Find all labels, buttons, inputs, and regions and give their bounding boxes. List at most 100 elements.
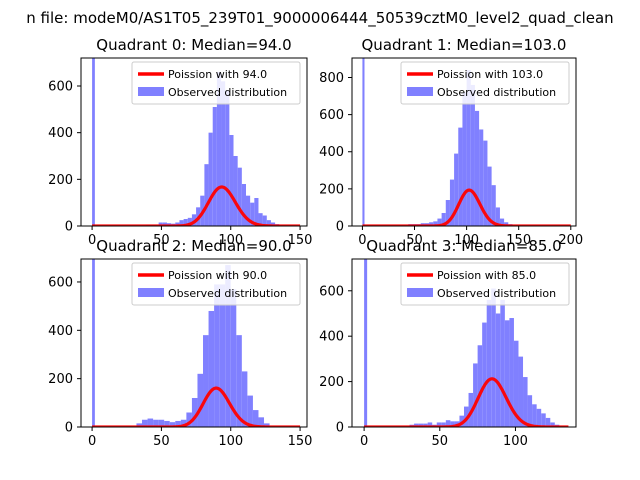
x-tick-label: 150 — [506, 233, 531, 248]
y-tick-label: 400 — [48, 126, 73, 141]
legend-label-observed: Observed distribution — [437, 86, 556, 99]
y-tick-label: 600 — [48, 275, 73, 290]
histogram-bar — [142, 419, 148, 427]
histogram-bar — [470, 84, 475, 226]
y-tick-label: 600 — [319, 284, 344, 299]
legend: Poission with 94.0 Observed distribution — [131, 61, 301, 105]
histogram-bar — [486, 299, 492, 427]
histogram-bar — [208, 310, 215, 427]
x-tick-label: 150 — [288, 233, 313, 248]
histogram-bar — [203, 335, 209, 427]
histogram-bar — [364, 259, 368, 427]
histogram-bar — [254, 198, 259, 226]
y-tick-label: 0 — [336, 421, 344, 436]
histogram-bar — [550, 422, 555, 427]
histogram-bar — [197, 373, 204, 427]
subplot-title: Quadrant 1: Median=103.0 — [362, 36, 567, 54]
x-tick-label: 50 — [153, 434, 170, 449]
histogram-bar — [445, 200, 450, 226]
x-tick-label: 100 — [218, 233, 243, 248]
histogram-bar — [252, 410, 259, 427]
histogram-bar — [433, 221, 438, 226]
histogram-bar — [532, 404, 537, 427]
x-tick-label: 0 — [88, 233, 96, 248]
histogram-bar — [258, 213, 263, 226]
y-tick-label: 400 — [48, 324, 73, 339]
axes-frame — [351, 57, 577, 227]
histogram-bar — [250, 202, 255, 226]
histogram-bar — [247, 395, 253, 427]
legend-label-poisson: Poission with 90.0 — [168, 269, 267, 282]
subplot-3: 0 50 100 0 200 400 600 Poission with 85.0 Observ… — [319, 237, 577, 449]
histogram-bar — [183, 219, 188, 226]
histogram-bar — [487, 166, 492, 226]
histogram-bar — [536, 408, 542, 427]
histogram-bar — [236, 335, 242, 427]
histogram-bar — [429, 222, 434, 226]
histogram-bar — [245, 195, 251, 226]
histogram-bar — [474, 110, 480, 226]
legend-label-poisson: Poission with 94.0 — [168, 68, 267, 81]
histogram-bar — [147, 418, 154, 427]
histogram-bar — [270, 222, 276, 226]
histogram-bar — [225, 90, 230, 226]
histogram-bar — [541, 413, 546, 427]
legend-hist-swatch — [138, 87, 164, 96]
plot-area — [91, 58, 301, 226]
histogram-bar — [136, 423, 143, 427]
histogram-bar — [495, 207, 500, 226]
histogram-bar — [92, 259, 95, 427]
histogram-bar — [179, 220, 184, 226]
histogram-bar — [509, 318, 514, 427]
histogram-bar — [483, 140, 488, 226]
legend: Poission with 103.0 Observed distribution — [400, 61, 570, 105]
histogram-bar — [441, 422, 446, 427]
histogram-bar — [445, 420, 451, 427]
histogram-bar — [204, 164, 209, 226]
histogram-bar — [212, 107, 217, 226]
y-tick-label: 600 — [319, 108, 344, 123]
histogram-bar — [241, 371, 248, 427]
histogram-bar — [495, 313, 501, 427]
legend-box — [131, 262, 301, 306]
histogram-bar — [162, 222, 167, 226]
x-tick-label: 100 — [454, 233, 479, 248]
histogram-bar — [449, 179, 455, 226]
y-tick-label: 200 — [48, 173, 73, 188]
histogram-bar — [441, 213, 446, 226]
y-tick-label: 400 — [319, 145, 344, 160]
histogram-bar — [153, 419, 159, 427]
axes-frame — [351, 258, 577, 428]
histogram-bar — [221, 81, 226, 226]
histogram-bar — [500, 299, 505, 427]
y-tick-label: 200 — [319, 182, 344, 197]
legend-box — [400, 262, 570, 306]
histogram-bar — [504, 320, 510, 427]
x-tick-label: 0 — [360, 434, 368, 449]
subplot-0: 0 50 100 150 0 200 400 600 Poission with 94.0 Obs… — [48, 36, 312, 248]
figure-suptitle: n file: modeM0/AS1T05_239T01_9000006444_… — [26, 9, 613, 28]
y-tick-label: 200 — [319, 375, 344, 390]
histogram-bar — [158, 222, 163, 226]
legend: Poission with 85.0 Observed distribution — [400, 262, 570, 306]
x-tick-label: 150 — [288, 434, 313, 449]
legend: Poission with 90.0 Observed distribution — [131, 262, 301, 306]
histogram-bar — [264, 423, 270, 427]
x-tick-label: 0 — [358, 233, 366, 248]
histogram-bar — [158, 419, 165, 427]
legend-label-poisson: Poission with 103.0 — [437, 68, 543, 81]
x-tick-label: 50 — [153, 233, 170, 248]
subplot-1: 0 50 100 150 200 0 200 400 600 800 Poission with 1… — [319, 36, 583, 248]
poisson-line — [361, 188, 572, 226]
histogram-bar — [523, 377, 528, 427]
histogram-bar — [518, 356, 524, 427]
x-tick-label: 50 — [406, 233, 423, 248]
histogram-bar — [418, 423, 424, 427]
histogram-bar — [499, 218, 505, 226]
subplot-title: Quadrant 2: Median=90.0 — [96, 237, 291, 255]
plot-area — [361, 58, 572, 226]
histogram-bar — [219, 284, 226, 427]
x-tick-label: 0 — [88, 434, 96, 449]
histogram-bar — [214, 284, 220, 427]
